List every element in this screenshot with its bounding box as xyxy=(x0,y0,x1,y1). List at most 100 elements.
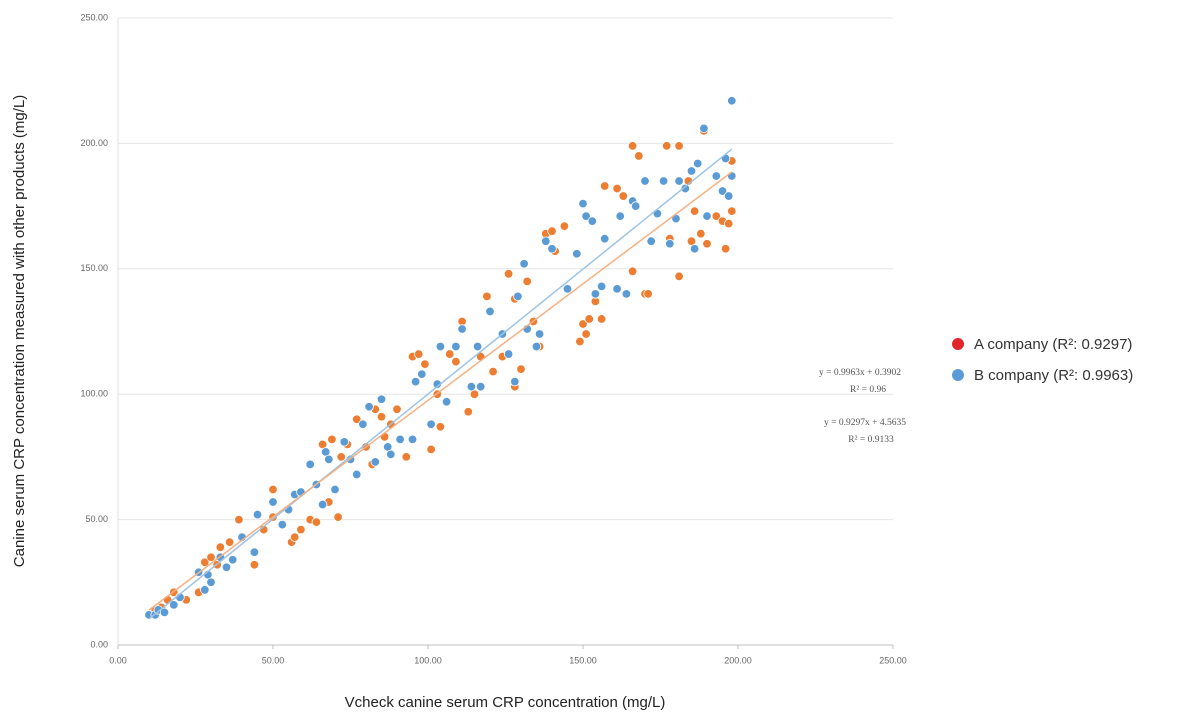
point xyxy=(488,366,498,377)
point xyxy=(587,216,598,226)
y-tick-label: 200.00 xyxy=(80,138,108,148)
point xyxy=(249,547,260,557)
x-tick-label: 50.00 xyxy=(262,655,285,665)
point xyxy=(662,141,672,151)
point xyxy=(674,271,684,282)
point xyxy=(702,211,712,221)
point xyxy=(324,454,334,465)
point xyxy=(727,171,737,181)
point xyxy=(200,585,210,595)
point xyxy=(249,560,260,570)
point xyxy=(333,512,343,522)
point xyxy=(727,96,737,106)
point xyxy=(596,281,607,292)
point xyxy=(510,376,520,387)
point xyxy=(584,314,594,324)
x-tick-label: 200.00 xyxy=(724,655,752,665)
point xyxy=(311,517,322,527)
point xyxy=(674,176,684,186)
x-tick-label: 250.00 xyxy=(879,655,907,665)
legend-label: B company (R²: 0.9963) xyxy=(974,367,1133,384)
annotation: R² = 0.96 xyxy=(850,385,886,395)
point xyxy=(627,141,638,151)
point xyxy=(364,402,374,412)
point xyxy=(717,186,728,196)
point xyxy=(370,457,381,467)
point xyxy=(634,151,644,161)
point xyxy=(600,234,610,244)
point xyxy=(612,183,622,194)
point xyxy=(432,379,443,389)
point xyxy=(234,514,244,525)
y-tick-label: 100.00 xyxy=(80,389,108,399)
annotation: R² = 0.9133 xyxy=(848,435,894,445)
point xyxy=(466,381,477,392)
point xyxy=(699,123,709,134)
point xyxy=(590,289,601,299)
point xyxy=(627,266,638,277)
legend-marker xyxy=(952,369,964,381)
point xyxy=(615,211,625,221)
point xyxy=(674,141,684,151)
point xyxy=(395,434,405,445)
point xyxy=(330,484,340,495)
trendline xyxy=(148,148,733,620)
point xyxy=(277,519,288,530)
point xyxy=(631,201,641,211)
point xyxy=(407,434,418,445)
y-axis-label: Canine serum CRP concentration measured … xyxy=(11,95,28,567)
point xyxy=(376,394,387,404)
point xyxy=(296,524,306,535)
point xyxy=(665,239,675,249)
point xyxy=(215,542,226,552)
point xyxy=(503,349,514,359)
point xyxy=(724,191,734,201)
point xyxy=(618,191,629,201)
point xyxy=(724,218,734,229)
point xyxy=(252,509,263,520)
x-tick-label: 0.00 xyxy=(109,655,127,665)
x-axis-label: Vcheck canine serum CRP concentration (m… xyxy=(345,694,666,711)
point xyxy=(600,181,610,191)
point xyxy=(227,555,238,565)
point xyxy=(686,166,697,176)
point xyxy=(596,314,607,324)
point xyxy=(441,397,452,407)
point xyxy=(727,206,737,216)
point xyxy=(352,469,362,480)
point xyxy=(463,407,474,417)
point xyxy=(290,532,300,542)
point xyxy=(612,284,622,294)
point xyxy=(476,381,486,392)
point xyxy=(410,376,421,387)
point xyxy=(658,176,669,186)
y-tick-label: 0.00 xyxy=(90,639,108,649)
point xyxy=(445,349,455,359)
point xyxy=(621,289,632,299)
point xyxy=(376,412,387,422)
point xyxy=(317,499,328,510)
point xyxy=(420,359,430,369)
point xyxy=(200,557,210,567)
point xyxy=(519,259,529,269)
point xyxy=(534,329,545,339)
point xyxy=(547,244,557,254)
point xyxy=(531,341,542,352)
point xyxy=(426,444,436,455)
point xyxy=(541,236,551,246)
point xyxy=(696,228,706,239)
point xyxy=(562,284,573,294)
point xyxy=(516,364,526,374)
annotation: y = 0.9963x + 0.3902 xyxy=(819,368,901,378)
point xyxy=(336,452,346,462)
point xyxy=(575,336,585,347)
point xyxy=(578,319,588,329)
point xyxy=(392,404,402,414)
point xyxy=(572,249,582,259)
point xyxy=(305,459,315,470)
point xyxy=(159,607,170,618)
point xyxy=(680,183,691,194)
legend-marker xyxy=(952,338,964,350)
y-tick-label: 50.00 xyxy=(85,514,108,524)
point xyxy=(451,341,461,352)
